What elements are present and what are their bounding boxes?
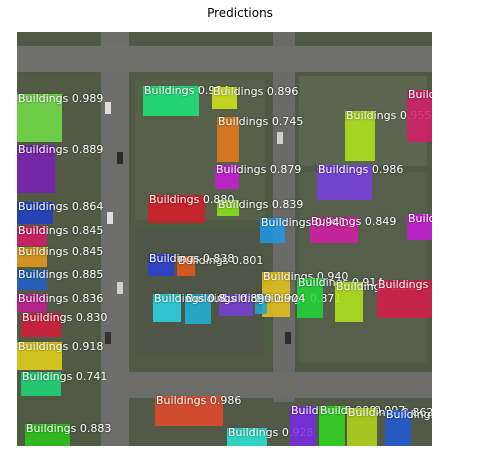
detection-box [385,410,411,446]
detection-label: Buildings 0.883 [26,422,112,435]
detection-box [345,111,375,161]
detection-box [148,254,174,276]
detection-box [219,294,253,316]
detection-box [227,428,267,446]
figure-title: Predictions [207,6,273,20]
detection-box [17,247,47,267]
detection-box [297,278,323,318]
detection-box [260,218,285,243]
detection-label: Buildings 0.989 [18,92,104,105]
detection-box [347,408,377,446]
detection-box [217,200,239,216]
detection-label: Buildings 0.955 [386,408,432,421]
detection-box [17,226,47,246]
detection-box [17,94,62,142]
detection-label: Buildings 0.896 [213,85,299,98]
detection-label: Buildings 0.889 [18,143,104,156]
detection-label: Buildings 0.839 [218,198,304,211]
detection-label: Buildings 0.940 [263,270,349,283]
detection-label: Buildings 0.880 [149,193,235,206]
detection-label: Buildings 0.830 [22,311,108,324]
detection-label: Buildings 0.885 [18,268,104,281]
detection-label: Buildings 0.801 [178,254,264,267]
detection-label: Buildings 0.838 [149,252,235,265]
detection-box [310,217,358,243]
detection-box [377,280,432,318]
detection-label: Buildings 0.890 [186,292,272,305]
detection-label: Buildings 0.941 [261,216,347,229]
detection-box [153,294,181,322]
detection-label: Buildings [408,212,432,225]
detection-box [319,406,345,446]
detection-box [290,406,316,446]
detection-box [215,165,239,189]
detection-box [255,294,267,314]
detection-label: Buildings 0.845 [18,224,104,237]
detection-box [155,396,223,426]
detection-label: Buildings 0.8 [154,292,226,305]
detection-box [17,202,53,224]
aerial-image: Buildings 0.989 Buildings 0.889 Buildings … [17,32,432,446]
detection-label: Buildings 0.904 [220,292,306,305]
detection-label: Buildings 0.845 [18,245,104,258]
detection-label: Buildings 0 [378,278,432,291]
detection-label: Buildings 0.849 [311,215,397,228]
detection-label: Buildings 0.986 [156,394,242,407]
detection-box [217,117,239,162]
detection-label: Buildings 0.918 [18,340,104,353]
detection-label: Buildings 0.836 [18,292,104,305]
detection-box [407,90,432,142]
detection-box [17,145,55,193]
detection-box [177,256,195,276]
detection-box [185,294,211,324]
detection-box [148,195,205,223]
detection-label: Buildings 0.741 [22,370,108,383]
detection-box [21,372,61,396]
detection-box [25,424,70,446]
detection-label: Buildings 0.864 [18,200,104,213]
detection-box [212,87,237,109]
detection-box [407,214,432,240]
detection-label: Buildings [408,88,432,101]
detection-box [317,165,372,200]
detection-label: Buildings 0.934 [144,84,230,97]
detection-box [335,282,363,322]
detection-label: Buildings 0.745 [218,115,304,128]
detection-box [143,86,199,116]
detection-label: Buildings 0.879 [216,163,302,176]
detection-label: Buildings 0.986 [318,163,404,176]
detection-box [17,270,47,290]
detection-box [17,342,62,370]
detection-box [17,294,47,312]
detection-box [21,313,61,337]
